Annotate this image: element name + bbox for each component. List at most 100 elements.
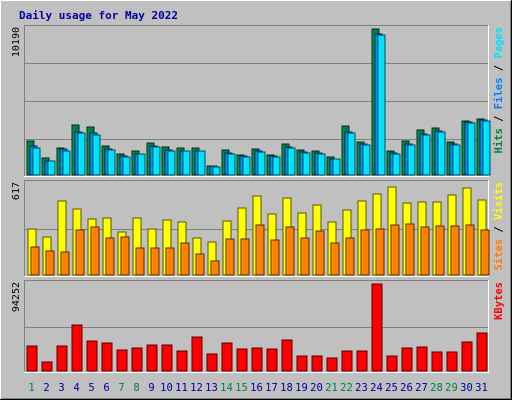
bar-sites-day-2 bbox=[45, 250, 55, 276]
x-tick-day-24: 24 bbox=[370, 382, 383, 394]
bar-kbytes-day-8 bbox=[131, 347, 143, 372]
bar-sites-day-27 bbox=[420, 226, 430, 276]
bar-sites-day-18 bbox=[285, 226, 295, 276]
bar-pages-day-20 bbox=[317, 153, 326, 176]
bar-pages-day-27 bbox=[422, 134, 431, 176]
bar-pages-day-19 bbox=[302, 152, 311, 176]
x-tick-day-15: 15 bbox=[235, 382, 248, 394]
x-tick-day-29: 29 bbox=[445, 382, 458, 394]
bar-sites-day-9 bbox=[150, 247, 160, 276]
bar-kbytes-day-7 bbox=[116, 349, 128, 372]
x-tick-day-31: 31 bbox=[475, 382, 488, 394]
bar-sites-day-21 bbox=[330, 242, 340, 276]
bar-pages-day-15 bbox=[242, 156, 251, 176]
x-tick-day-17: 17 bbox=[265, 382, 278, 394]
x-tick-day-4: 4 bbox=[73, 382, 79, 394]
bar-pages-day-28 bbox=[437, 131, 446, 176]
y-axis-max-label: 94252 bbox=[11, 282, 22, 312]
bar-kbytes-day-27 bbox=[416, 346, 428, 372]
series-pages bbox=[32, 34, 491, 176]
bar-pages-day-24 bbox=[377, 34, 386, 176]
bar-sites-day-5 bbox=[90, 226, 100, 276]
bar-sites-day-14 bbox=[225, 238, 235, 276]
bar-sites-day-1 bbox=[30, 246, 40, 276]
bar-pages-day-2 bbox=[47, 160, 56, 176]
bar-kbytes-day-5 bbox=[86, 340, 98, 372]
bar-pages-day-13 bbox=[212, 166, 221, 176]
x-tick-day-13: 13 bbox=[205, 382, 218, 394]
bar-kbytes-day-12 bbox=[191, 336, 203, 372]
right-legend-kbytes: KBytes bbox=[493, 282, 505, 320]
series-sites bbox=[30, 223, 490, 276]
bar-kbytes-day-16 bbox=[251, 347, 263, 372]
legend-separator: / bbox=[493, 109, 505, 128]
bar-pages-day-18 bbox=[287, 147, 296, 176]
bar-kbytes-day-18 bbox=[281, 339, 293, 372]
bar-sites-day-23 bbox=[360, 229, 370, 276]
bar-kbytes-day-15 bbox=[236, 348, 248, 372]
bar-sites-day-29 bbox=[450, 225, 460, 276]
bar-pages-day-10 bbox=[167, 150, 176, 176]
bar-kbytes-day-26 bbox=[401, 347, 413, 372]
legend-separator: / bbox=[493, 220, 505, 239]
bar-sites-day-8 bbox=[135, 247, 145, 276]
bar-sites-day-10 bbox=[165, 247, 175, 276]
bar-pages-day-16 bbox=[257, 151, 266, 176]
panel-hits-files-pages: 10190 Hits / Files / Pages bbox=[11, 25, 505, 177]
x-tick-day-23: 23 bbox=[355, 382, 368, 394]
bar-pages-day-1 bbox=[32, 147, 41, 176]
bar-kbytes-day-1 bbox=[26, 345, 38, 372]
bar-pages-day-21 bbox=[332, 158, 341, 176]
bar-pages-day-12 bbox=[197, 150, 206, 176]
bar-pages-day-17 bbox=[272, 156, 281, 176]
legend-pages: Pages bbox=[493, 27, 505, 59]
x-tick-day-27: 27 bbox=[415, 382, 428, 394]
bar-sites-day-22 bbox=[345, 237, 355, 276]
bar-kbytes-day-22 bbox=[341, 350, 353, 372]
legend-separator: / bbox=[493, 59, 505, 78]
x-tick-day-10: 10 bbox=[160, 382, 173, 394]
x-axis-day-labels: 1 2 3 4 5 6 7 8 9 10 11 12 13 14 15 16 17 18 19 20 21 22 23 24 2… bbox=[28, 382, 487, 394]
x-tick-day-8: 8 bbox=[133, 382, 139, 394]
bar-sites-day-13 bbox=[210, 260, 220, 276]
x-tick-day-5: 5 bbox=[88, 382, 94, 394]
legend-sites: Sites bbox=[493, 239, 505, 271]
bar-pages-day-7 bbox=[122, 156, 131, 176]
bar-sites-day-17 bbox=[270, 239, 280, 276]
bar-kbytes-day-14 bbox=[221, 342, 233, 372]
x-tick-day-20: 20 bbox=[310, 382, 323, 394]
bar-kbytes-day-23 bbox=[356, 350, 368, 372]
panel-visits-sites: 617 Sites / Visits bbox=[11, 180, 505, 277]
bar-kbytes-day-29 bbox=[446, 351, 458, 372]
x-tick-day-30: 30 bbox=[460, 382, 473, 394]
bar-sites-day-30 bbox=[465, 224, 475, 276]
x-tick-day-2: 2 bbox=[43, 382, 49, 394]
bar-kbytes-day-2 bbox=[41, 361, 53, 372]
legend-visits: Visits bbox=[493, 182, 505, 220]
bar-kbytes-day-17 bbox=[266, 348, 278, 372]
bar-pages-day-3 bbox=[62, 150, 71, 176]
legend-files: Files bbox=[493, 78, 505, 110]
bar-pages-day-8 bbox=[137, 153, 146, 176]
bar-kbytes-day-6 bbox=[101, 342, 113, 372]
bar-sites-day-28 bbox=[435, 225, 445, 276]
bar-sites-day-26 bbox=[405, 223, 415, 276]
right-legend-visits-sites: Sites / Visits bbox=[493, 182, 505, 271]
bar-kbytes-day-30 bbox=[461, 341, 473, 372]
bar-kbytes-day-28 bbox=[431, 351, 443, 372]
bar-pages-day-22 bbox=[347, 132, 356, 176]
bar-sites-day-24 bbox=[375, 228, 385, 276]
bar-sites-day-11 bbox=[180, 242, 190, 276]
legend-kbytes: KBytes bbox=[493, 282, 505, 320]
x-tick-day-3: 3 bbox=[58, 382, 64, 394]
panel-kbytes: 94252 KBytes bbox=[11, 280, 505, 373]
bar-pages-day-26 bbox=[407, 144, 416, 176]
bar-kbytes-day-31 bbox=[476, 332, 488, 372]
bar-sites-day-31 bbox=[480, 229, 490, 276]
bar-kbytes-day-3 bbox=[56, 345, 68, 372]
bar-pages-day-4 bbox=[77, 132, 86, 176]
bar-kbytes-day-10 bbox=[161, 344, 173, 372]
x-tick-day-14: 14 bbox=[220, 382, 233, 394]
bar-pages-day-9 bbox=[152, 146, 161, 176]
